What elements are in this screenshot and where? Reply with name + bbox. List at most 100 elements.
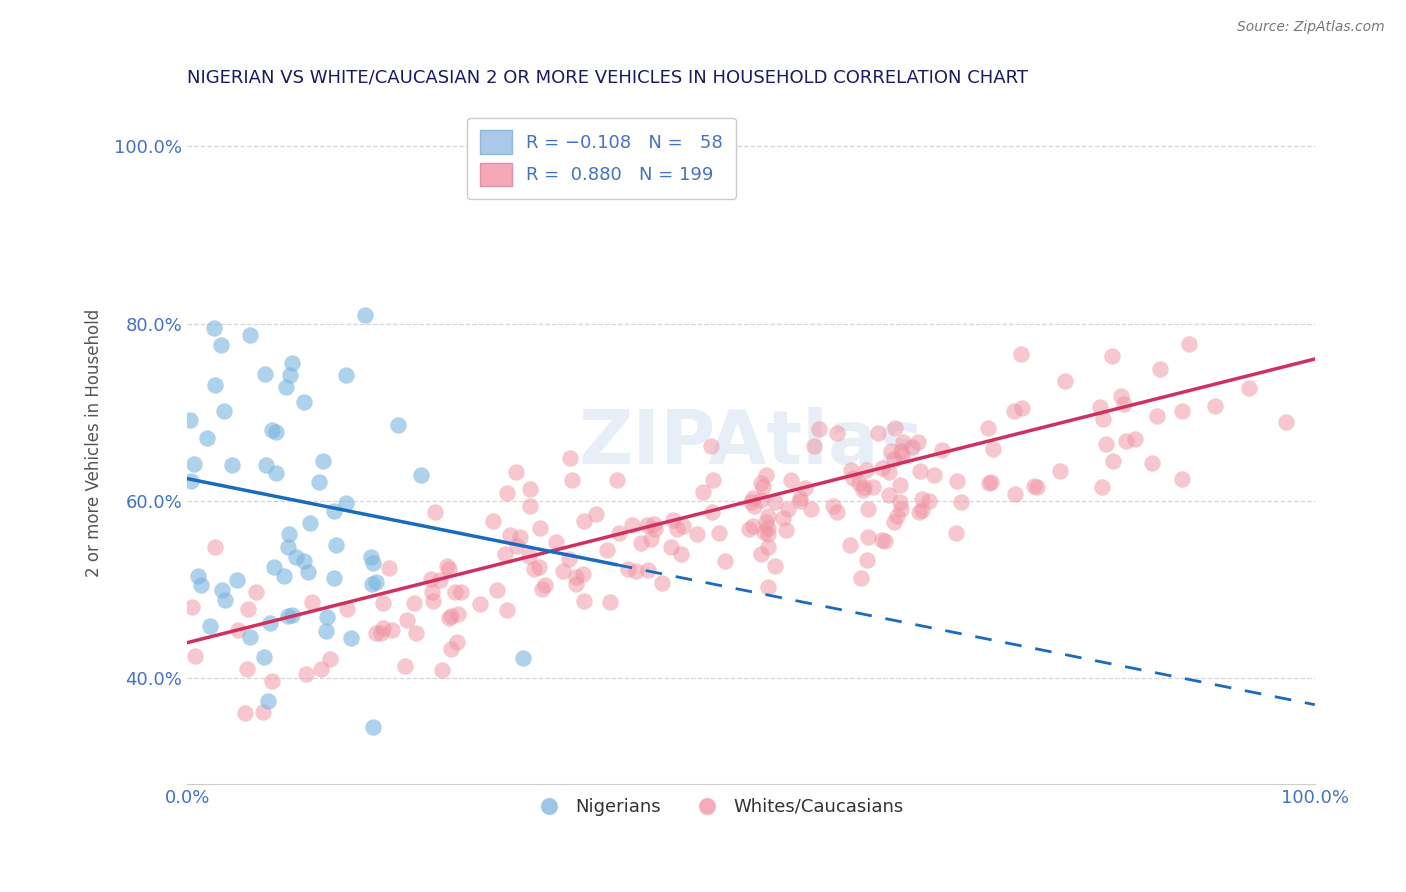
- Point: [908, 464, 931, 478]
- Point: [371, 597, 394, 611]
- Point: [886, 509, 908, 524]
- Point: [756, 521, 779, 535]
- Point: [253, 650, 276, 665]
- Point: [361, 576, 384, 591]
- Point: [527, 559, 550, 574]
- Point: [1095, 437, 1118, 451]
- Point: [742, 491, 765, 505]
- Point: [1109, 389, 1132, 403]
- Point: [204, 378, 226, 392]
- Point: [862, 480, 884, 494]
- Point: [856, 501, 879, 516]
- Point: [931, 442, 953, 457]
- Point: [335, 496, 357, 510]
- Point: [512, 651, 534, 665]
- Point: [446, 634, 468, 648]
- Point: [366, 575, 388, 590]
- Point: [312, 453, 335, 467]
- Point: [756, 527, 779, 541]
- Point: [297, 566, 319, 580]
- Point: [911, 491, 934, 506]
- Point: [883, 452, 905, 467]
- Point: [439, 562, 461, 576]
- Point: [763, 558, 786, 573]
- Point: [659, 540, 682, 554]
- Point: [1090, 401, 1112, 415]
- Point: [319, 652, 342, 666]
- Point: [763, 495, 786, 509]
- Point: [839, 463, 862, 477]
- Point: [254, 367, 277, 381]
- Point: [741, 518, 763, 533]
- Point: [239, 327, 262, 342]
- Point: [866, 425, 889, 440]
- Point: [870, 460, 893, 475]
- Point: [827, 505, 849, 519]
- Point: [877, 488, 900, 502]
- Point: [738, 522, 761, 536]
- Point: [263, 560, 285, 574]
- Point: [794, 481, 817, 495]
- Point: [440, 608, 463, 623]
- Point: [756, 508, 779, 523]
- Point: [1204, 399, 1226, 413]
- Point: [183, 458, 205, 472]
- Point: [789, 491, 811, 505]
- Point: [1092, 411, 1115, 425]
- Point: [1115, 434, 1137, 449]
- Point: [1146, 409, 1168, 424]
- Point: [856, 530, 879, 544]
- Point: [420, 585, 443, 599]
- Point: [202, 321, 225, 335]
- Point: [221, 458, 243, 472]
- Point: [1112, 397, 1135, 411]
- Point: [395, 613, 418, 627]
- Point: [749, 493, 772, 508]
- Point: [700, 439, 723, 453]
- Point: [901, 440, 924, 454]
- Point: [499, 528, 522, 542]
- Point: [1178, 337, 1201, 351]
- Point: [308, 475, 330, 489]
- Point: [571, 566, 593, 581]
- Point: [1171, 472, 1194, 486]
- Point: [665, 522, 688, 536]
- Point: [758, 540, 780, 554]
- Point: [585, 507, 607, 521]
- Point: [640, 532, 662, 546]
- Point: [496, 486, 519, 500]
- Point: [299, 516, 322, 530]
- Point: [353, 308, 375, 322]
- Point: [789, 494, 811, 508]
- Point: [517, 549, 540, 563]
- Point: [636, 518, 658, 533]
- Point: [292, 395, 315, 409]
- Point: [494, 547, 516, 561]
- Point: [572, 514, 595, 528]
- Point: [565, 577, 588, 591]
- Point: [651, 576, 673, 591]
- Point: [779, 474, 801, 488]
- Point: [740, 495, 762, 509]
- Point: [626, 564, 648, 578]
- Point: [848, 475, 870, 490]
- Point: [257, 693, 280, 707]
- Point: [890, 448, 912, 462]
- Point: [880, 443, 903, 458]
- Point: [561, 474, 583, 488]
- Point: [889, 478, 911, 492]
- Point: [274, 380, 297, 394]
- Point: [323, 570, 346, 584]
- Point: [534, 578, 557, 592]
- Point: [841, 470, 863, 484]
- Point: [402, 595, 425, 609]
- Point: [702, 473, 724, 487]
- Point: [364, 626, 387, 640]
- Point: [278, 368, 301, 383]
- Point: [546, 535, 568, 549]
- Point: [977, 421, 1000, 435]
- Point: [918, 493, 941, 508]
- Point: [509, 530, 531, 544]
- Y-axis label: 2 or more Vehicles in Household: 2 or more Vehicles in Household: [86, 309, 103, 577]
- Point: [252, 705, 274, 719]
